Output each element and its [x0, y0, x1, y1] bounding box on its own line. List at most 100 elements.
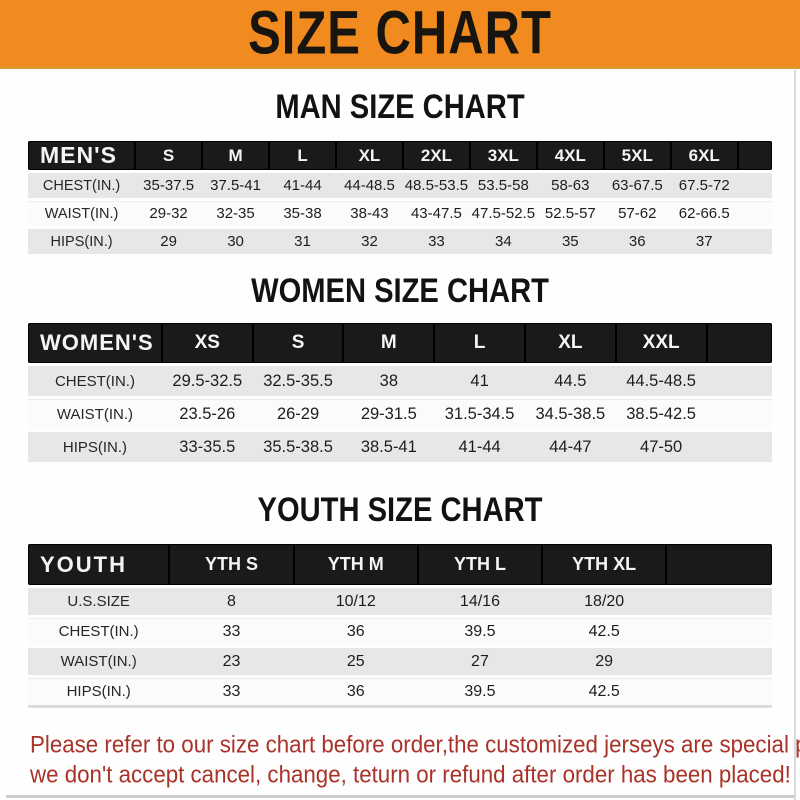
value-cell: 62-66.5	[670, 201, 738, 226]
value-cell: 36	[603, 229, 671, 254]
row-label-cell: WAIST(IN.)	[28, 201, 136, 226]
frame-edge-right	[794, 70, 796, 800]
value-cell: 38.5-41	[343, 432, 435, 462]
notice-line-1: Please refer to our size chart before or…	[30, 730, 800, 758]
size-column-header: XL	[335, 141, 403, 170]
table-row: WAIST(IN.) 23 25 27 29	[28, 648, 772, 675]
value-cell: 47.5-52.5	[469, 201, 537, 226]
header-filler-cell	[706, 323, 772, 363]
men-size-table: MEN'S S M L XL 2XL 3XL 4XL 5XL 6XL CHEST(IN.) 35-37…	[28, 138, 772, 257]
men-header: MEN'S S M L XL 2XL 3XL 4XL 5XL 6XL	[28, 141, 772, 170]
youth-corner-label: YOUTH	[28, 544, 170, 585]
value-cell: 8	[169, 588, 294, 615]
row-filler-cell	[666, 648, 772, 675]
women-header: WOMEN'S XS S M L XL XXL	[28, 323, 772, 363]
row-label-cell: HIPS(IN.)	[28, 432, 162, 462]
value-cell: 33-35.5	[161, 432, 253, 462]
size-column-header: M	[202, 141, 270, 170]
value-cell: 33	[402, 229, 470, 254]
table-row: HIPS(IN.) 29 30 31 32 33 34 35 36 37	[28, 229, 772, 254]
value-cell: 41-44	[269, 173, 336, 198]
row-filler-cell	[737, 229, 772, 254]
value-cell: 29	[135, 229, 203, 254]
value-cell: 23	[169, 648, 294, 675]
table-row: CHEST(IN.) 33 36 39.5 42.5	[28, 618, 772, 645]
row-label-cell: HIPS(IN.)	[28, 229, 136, 254]
value-cell: 44-48.5	[335, 173, 403, 198]
row-filler-cell	[706, 366, 772, 396]
row-label-cell: CHEST(IN.)	[28, 173, 136, 198]
youth-size-table: YOUTH YTH S YTH M YTH L YTH XL U.S.SIZE 8 10/12…	[28, 541, 772, 708]
size-column-header: YTH XL	[542, 544, 667, 585]
notice-line-2: we don't accept cancel, change, teturn o…	[30, 760, 791, 788]
heading-men: MAN SIZE CHART	[275, 86, 525, 127]
size-column-header: YTH L	[417, 544, 543, 585]
size-column-header: XL	[524, 323, 616, 363]
row-filler-cell	[706, 399, 772, 429]
value-cell: 32-35	[202, 201, 270, 226]
size-column-header: S	[252, 323, 344, 363]
heading-women: WOMEN SIZE CHART	[251, 270, 549, 311]
header-filler-cell	[666, 544, 772, 585]
size-column-header: L	[269, 141, 336, 170]
value-cell: 42.5	[542, 618, 667, 645]
size-column-header: XXL	[615, 323, 707, 363]
value-cell: 23.5-26	[161, 399, 253, 429]
value-cell: 29-32	[135, 201, 203, 226]
row-filler-cell	[737, 173, 772, 198]
value-cell: 42.5	[542, 678, 667, 705]
women-size-table: WOMEN'S XS S M L XL XXL CHEST(IN.) 29.5-32.5 32.5…	[28, 320, 772, 465]
table-row: CHEST(IN.) 29.5-32.5 32.5-35.5 38 41 44.5 44.5…	[28, 366, 772, 396]
youth-header: YOUTH YTH S YTH M YTH L YTH XL	[28, 544, 772, 585]
size-column-header: 3XL	[469, 141, 537, 170]
frame-edge-bottom	[6, 795, 794, 798]
value-cell: 29.5-32.5	[161, 366, 253, 396]
women-corner-label: WOMEN'S	[28, 323, 162, 363]
row-filler-cell	[706, 432, 772, 462]
value-cell: 41	[434, 366, 525, 396]
size-column-header: S	[135, 141, 203, 170]
row-filler-cell	[737, 201, 772, 226]
value-cell: 36	[293, 678, 418, 705]
size-column-header: YTH M	[293, 544, 418, 585]
value-cell: 43-47.5	[402, 201, 470, 226]
table-row: U.S.SIZE 8 10/12 14/16 18/20	[28, 588, 772, 615]
value-cell: 44.5-48.5	[615, 366, 707, 396]
size-column-header: 4XL	[536, 141, 604, 170]
value-cell: 31.5-34.5	[434, 399, 525, 429]
value-cell: 30	[202, 229, 270, 254]
value-cell: 32	[335, 229, 403, 254]
size-column-header: 2XL	[402, 141, 470, 170]
row-filler-cell	[666, 588, 772, 615]
charts-container: MAN SIZE CHART MEN'S S M L XL 2XL 3XL 4XL 5XL 6XL C…	[0, 86, 800, 708]
size-column-header: L	[434, 323, 525, 363]
header-filler-cell	[737, 141, 772, 170]
value-cell: 34.5-38.5	[524, 399, 616, 429]
value-cell: 35-37.5	[135, 173, 203, 198]
value-cell: 35-38	[269, 201, 336, 226]
value-cell: 58-63	[536, 173, 604, 198]
table-header-row: WOMEN'S XS S M L XL XXL	[28, 323, 772, 363]
value-cell: 67.5-72	[670, 173, 738, 198]
value-cell: 10/12	[293, 588, 418, 615]
value-cell: 52.5-57	[536, 201, 604, 226]
value-cell: 37	[670, 229, 738, 254]
row-filler-cell	[666, 618, 772, 645]
row-label-cell: WAIST(IN.)	[28, 648, 170, 675]
value-cell: 47-50	[615, 432, 707, 462]
value-cell: 44-47	[524, 432, 616, 462]
row-label-cell: U.S.SIZE	[28, 588, 170, 615]
value-cell: 37.5-41	[202, 173, 270, 198]
row-label-cell: CHEST(IN.)	[28, 366, 162, 396]
table-row: CHEST(IN.) 35-37.5 37.5-41 41-44 44-48.5 48.5…	[28, 173, 772, 198]
value-cell: 36	[293, 618, 418, 645]
value-cell: 34	[469, 229, 537, 254]
row-label-cell: CHEST(IN.)	[28, 618, 170, 645]
value-cell: 26-29	[252, 399, 344, 429]
value-cell: 35	[536, 229, 604, 254]
value-cell: 25	[293, 648, 418, 675]
banner: SIZE CHART	[0, 0, 800, 69]
row-label-cell: WAIST(IN.)	[28, 399, 162, 429]
value-cell: 33	[169, 618, 294, 645]
